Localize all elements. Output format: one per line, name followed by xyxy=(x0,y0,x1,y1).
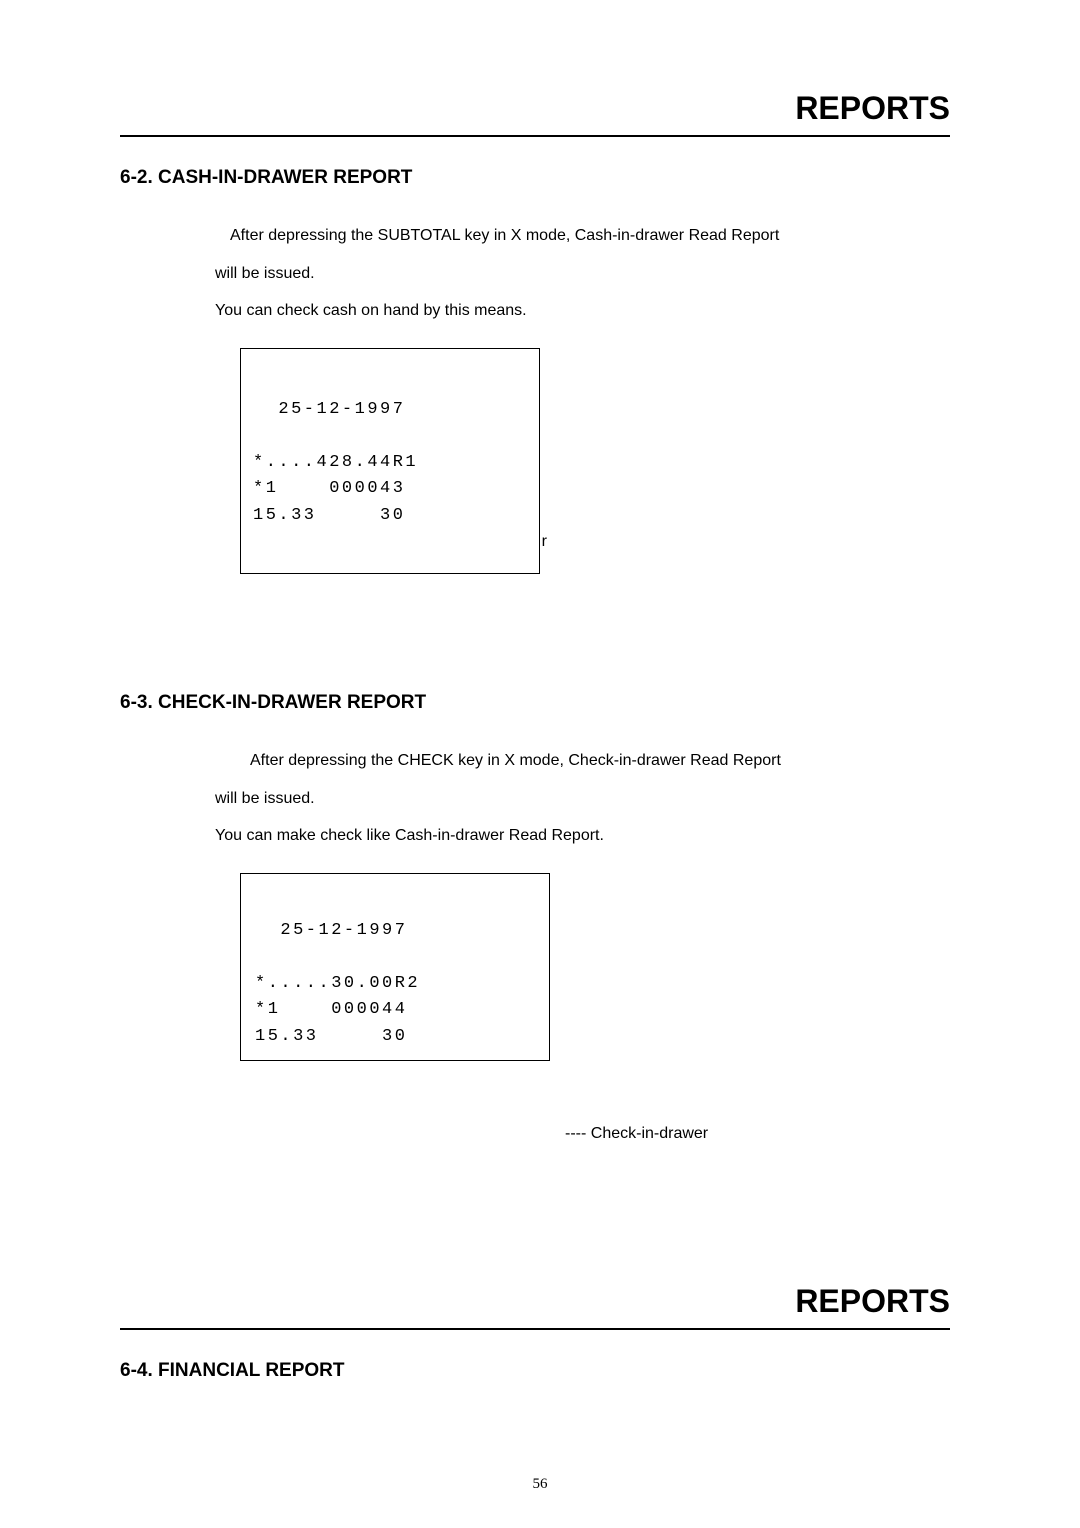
receipt2-row4: *1 000044 xyxy=(255,1000,407,1019)
receipt1-floating-char: r xyxy=(542,530,547,555)
receipt1-row4: *1 000043 xyxy=(253,479,405,498)
section-6-4-title: 6-4. FINANCIAL REPORT xyxy=(120,1360,950,1382)
section-6-3-line-3: You can make check like Cash-in-drawer R… xyxy=(215,819,950,853)
section-6-3-line-2: will be issued. xyxy=(215,782,950,816)
page-header-1: REPORTS xyxy=(120,90,950,137)
section-6-3-line-1: After depressing the CHECK key in X mode… xyxy=(250,744,950,778)
receipt1-row5: 15.33 30 xyxy=(253,506,405,525)
section-6-2-line-2: will be issued. xyxy=(215,257,950,291)
receipt1-row1: 25-12-1997 xyxy=(253,400,405,419)
receipt2-row3: *.....30.00R2 xyxy=(255,974,420,993)
receipt2-row1: 25-12-1997 xyxy=(255,921,407,940)
page-number: 56 xyxy=(533,1476,548,1493)
receipt-box-1: 25-12-1997 *....428.44R1 *1 000043 15.33… xyxy=(240,348,540,574)
section-6-2-line-3: You can check cash on hand by this means… xyxy=(215,294,950,328)
receipt2-row5: 15.33 30 xyxy=(255,1027,407,1046)
receipt-box-2: 25-12-1997 *.....30.00R2 *1 000044 15.33… xyxy=(240,873,550,1061)
receipt1-row3: *....428.44R1 xyxy=(253,453,418,472)
section-6-3-title: 6-3. CHECK-IN-DRAWER REPORT xyxy=(120,692,950,714)
check-in-drawer-annotation: ---- Check-in-drawer xyxy=(565,1125,950,1143)
page-header-2: REPORTS xyxy=(120,1283,950,1330)
section-6-2-line-1: After depressing the SUBTOTAL key in X m… xyxy=(230,219,950,253)
spacer-2 xyxy=(120,1143,950,1213)
spacer-1 xyxy=(120,574,950,684)
section-6-2-title: 6-2. CASH-IN-DRAWER REPORT xyxy=(120,167,950,189)
